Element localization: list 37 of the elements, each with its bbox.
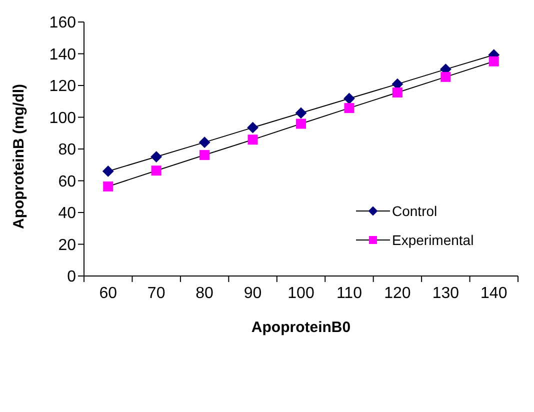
point [103, 181, 114, 192]
y-tick-label: 100 [49, 110, 76, 127]
point [247, 122, 258, 134]
point [440, 72, 451, 82]
point [344, 93, 355, 104]
x-tick-label: 130 [432, 285, 460, 302]
x-axis-title: ApoproteinB0 [251, 319, 351, 336]
x-tick-label: 140 [480, 285, 508, 302]
x-tick-label: 110 [336, 285, 362, 302]
legend-label: Experimental [392, 232, 474, 248]
point [344, 103, 354, 114]
point [150, 151, 162, 162]
point [296, 107, 306, 118]
x-tick-label: 90 [244, 285, 262, 302]
point [102, 166, 114, 177]
y-tick-label: 120 [49, 78, 76, 96]
x-tick-label: 60 [99, 285, 118, 302]
legend-label: Control [392, 202, 438, 218]
point [151, 166, 162, 176]
x-tick-label: 70 [147, 285, 166, 302]
point [488, 56, 499, 66]
x-tick-label: 120 [384, 285, 411, 302]
y-tick-label: 20 [58, 236, 76, 254]
point [199, 136, 210, 148]
y-tick-label: 60 [58, 173, 76, 190]
point [296, 118, 306, 129]
point [200, 150, 210, 160]
x-tick-label: 100 [288, 285, 314, 302]
y-tick-label: 140 [49, 46, 76, 64]
y-tick-label: 80 [58, 142, 76, 159]
x-tick-label: 80 [196, 285, 214, 302]
y-tick-label: 160 [49, 14, 76, 32]
y-axis-title: ApoproteinB (mg/dl) [10, 84, 28, 229]
point [248, 134, 258, 145]
y-tick-label: 40 [58, 205, 76, 222]
y-tick-label: 0 [67, 268, 76, 286]
point [392, 87, 402, 98]
